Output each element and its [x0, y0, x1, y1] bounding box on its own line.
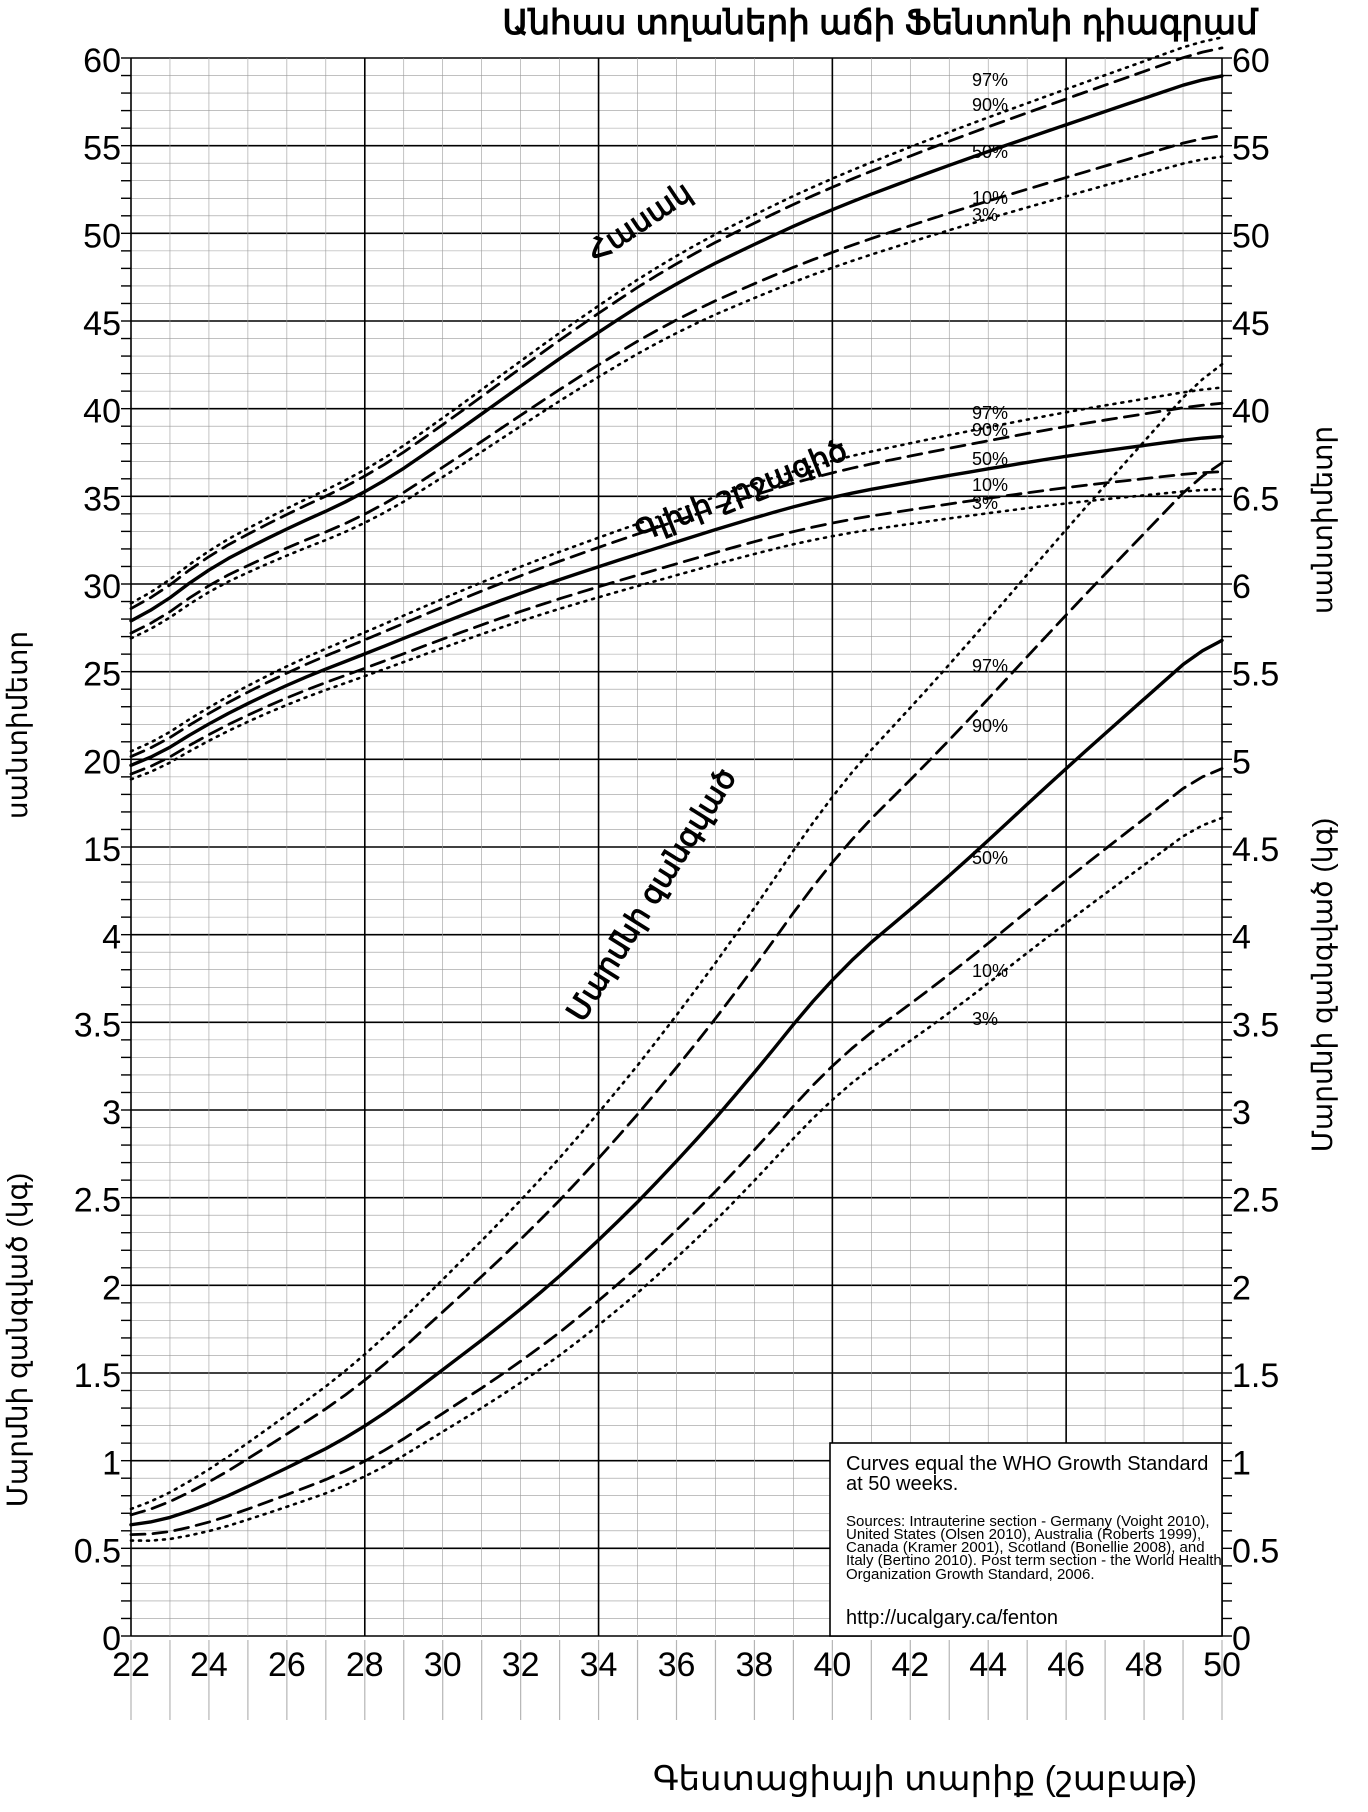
svg-text:90%: 90%	[972, 716, 1008, 736]
svg-text:1: 1	[1232, 1445, 1251, 1483]
svg-text:48: 48	[1125, 1646, 1163, 1684]
svg-text:35: 35	[83, 480, 121, 518]
svg-text:40: 40	[813, 1646, 851, 1684]
svg-text:2: 2	[102, 1269, 121, 1307]
svg-text:97%: 97%	[972, 70, 1008, 90]
svg-text:10%: 10%	[972, 475, 1008, 495]
svg-text:Մարմնի զանգված (կգ): Մարմնի զանգված (կգ)	[2, 1173, 33, 1507]
svg-text:50: 50	[83, 217, 121, 255]
svg-text:1.5: 1.5	[74, 1357, 121, 1395]
svg-text:50%: 50%	[972, 449, 1008, 469]
svg-text:46: 46	[1047, 1646, 1085, 1684]
svg-text:50%: 50%	[972, 848, 1008, 868]
svg-text:60: 60	[83, 42, 121, 80]
svg-text:26: 26	[268, 1646, 306, 1684]
svg-text:50: 50	[1232, 217, 1270, 255]
svg-text:4.5: 4.5	[1232, 831, 1279, 869]
svg-text:42: 42	[891, 1646, 929, 1684]
svg-text:30: 30	[424, 1646, 462, 1684]
svg-text:1.5: 1.5	[1232, 1357, 1279, 1395]
svg-text:20: 20	[83, 743, 121, 781]
svg-text:55: 55	[83, 130, 121, 168]
svg-text:2: 2	[1232, 1269, 1251, 1307]
svg-text:http://ucalgary.ca/fenton: http://ucalgary.ca/fenton	[846, 1607, 1058, 1629]
svg-text:3%: 3%	[972, 1009, 998, 1029]
svg-text:Curves equal the WHO Growth St: Curves equal the WHO Growth Standard	[846, 1453, 1208, 1475]
svg-text:44: 44	[969, 1646, 1007, 1684]
svg-text:1: 1	[102, 1445, 121, 1483]
svg-text:97%: 97%	[972, 656, 1008, 676]
svg-text:0.5: 0.5	[74, 1532, 121, 1570]
svg-text:at 50 weeks.: at 50 weeks.	[846, 1473, 958, 1495]
svg-text:32: 32	[502, 1646, 540, 1684]
svg-text:28: 28	[346, 1646, 384, 1684]
svg-text:34: 34	[580, 1646, 618, 1684]
svg-text:3: 3	[1232, 1094, 1251, 1132]
svg-text:4: 4	[102, 919, 121, 957]
svg-text:5: 5	[1232, 743, 1251, 781]
svg-text:25: 25	[83, 656, 121, 694]
svg-text:3.5: 3.5	[74, 1006, 121, 1044]
svg-text:4: 4	[1232, 919, 1251, 957]
svg-text:22: 22	[112, 1646, 150, 1684]
svg-text:Organization Growth Standard,: Organization Growth Standard, 2006.	[846, 1566, 1094, 1583]
svg-text:90%: 90%	[972, 95, 1008, 115]
svg-text:6.5: 6.5	[1232, 480, 1279, 518]
svg-text:5.5: 5.5	[1232, 656, 1279, 694]
svg-text:60: 60	[1232, 42, 1270, 80]
svg-text:30: 30	[83, 568, 121, 606]
svg-text:50: 50	[1203, 1646, 1241, 1684]
svg-text:սանտիմետր: սանտիմետր	[2, 631, 33, 819]
svg-text:55: 55	[1232, 130, 1270, 168]
svg-text:38: 38	[736, 1646, 774, 1684]
svg-text:90%: 90%	[972, 420, 1008, 440]
svg-text:Գեստացիայի տարիք (շաբաթ): Գեստացիայի տարիք (շաբաթ)	[653, 1760, 1197, 1798]
svg-text:45: 45	[1232, 305, 1270, 343]
svg-text:սանտիմետր: սանտիմետր	[1307, 426, 1338, 614]
svg-text:6: 6	[1232, 568, 1251, 606]
svg-text:0.5: 0.5	[1232, 1532, 1279, 1570]
svg-text:15: 15	[83, 831, 121, 869]
svg-text:2.5: 2.5	[74, 1182, 121, 1220]
svg-text:24: 24	[190, 1646, 228, 1684]
svg-text:40: 40	[1232, 393, 1270, 431]
svg-text:50%: 50%	[972, 142, 1008, 162]
svg-text:3%: 3%	[972, 205, 998, 225]
svg-text:3.5: 3.5	[1232, 1006, 1279, 1044]
svg-text:3: 3	[102, 1094, 121, 1132]
svg-text:Մարմնի զանգված (կգ): Մարմնի զանգված (կգ)	[1307, 818, 1338, 1152]
svg-text:Անհաս տղաների աճի Ֆենտոնի դիագ: Անհաս տղաների աճի Ֆենտոնի դիագրամ	[502, 4, 1259, 42]
svg-text:40: 40	[83, 393, 121, 431]
svg-text:2.5: 2.5	[1232, 1182, 1279, 1220]
svg-text:10%: 10%	[972, 961, 1008, 981]
svg-text:36: 36	[658, 1646, 696, 1684]
svg-text:45: 45	[83, 305, 121, 343]
svg-text:3%: 3%	[972, 493, 998, 513]
